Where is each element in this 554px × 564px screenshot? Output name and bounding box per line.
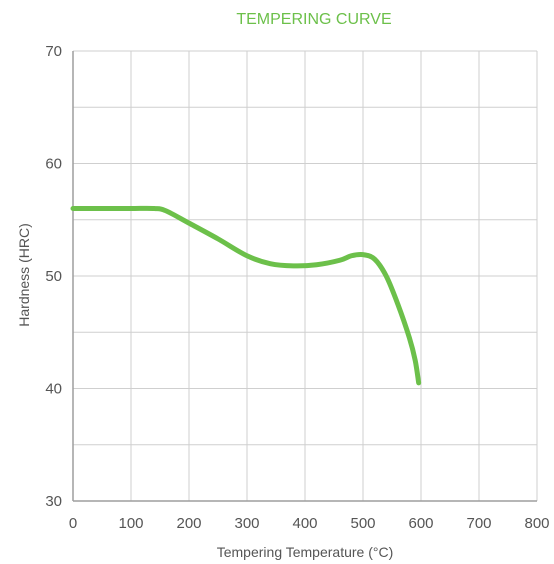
hardness-curve-line [70, 205, 422, 386]
x-tick-label: 400 [292, 515, 317, 532]
y-tick-label: 40 [45, 381, 62, 398]
grid [72, 50, 538, 502]
x-axis-ticks: 0 100 200 300 400 500 600 700 800 [69, 515, 550, 532]
x-tick-label: 500 [350, 515, 375, 532]
series-layer [70, 205, 422, 386]
x-tick-label: 200 [176, 515, 201, 532]
x-tick-label: 300 [234, 515, 259, 532]
axes [72, 51, 537, 502]
x-tick-label: 100 [118, 515, 143, 532]
y-axis-label: Hardness (HRC) [16, 223, 32, 326]
y-tick-label: 50 [45, 268, 62, 285]
chart-title: TEMPERING CURVE [236, 11, 391, 28]
y-tick-label: 70 [45, 43, 62, 60]
y-tick-label: 60 [45, 156, 62, 173]
x-axis-label: Tempering Temperature (°C) [217, 544, 394, 560]
y-axis-ticks: 30 40 50 60 70 [45, 43, 62, 510]
x-tick-label: 700 [466, 515, 491, 532]
y-tick-label: 30 [45, 493, 62, 510]
x-tick-label: 0 [69, 515, 77, 532]
x-tick-label: 800 [524, 515, 549, 532]
x-tick-label: 600 [408, 515, 433, 532]
